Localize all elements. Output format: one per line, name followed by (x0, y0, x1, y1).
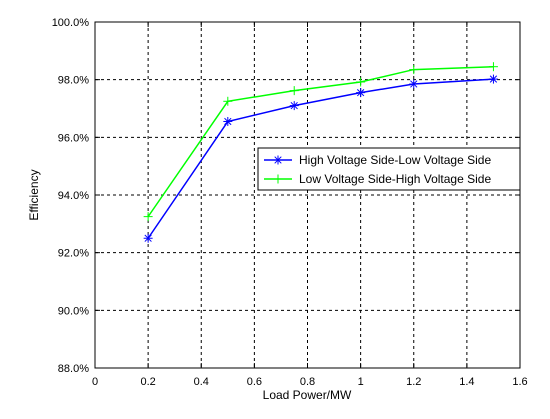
y-tick-label: 94.0% (58, 190, 89, 202)
data-point-series-2 (356, 77, 366, 87)
x-tick-label: 0 (92, 376, 98, 388)
x-tick-label: 0.6 (247, 376, 262, 388)
x-tick-label: 1.4 (459, 376, 474, 388)
y-tick-label: 88.0% (58, 363, 89, 375)
y-axis-ticks: 88.0% 90.0% 92.0% 94.0% 96.0% 98.0% 100.0% (52, 17, 520, 375)
legend-marker-2 (273, 174, 283, 184)
x-axis-ticks: 0 0.2 0.4 0.6 0.8 1 1.2 1.4 1.6 (92, 22, 528, 388)
x-axis-title: Load Power/MW (263, 388, 352, 402)
y-tick-label: 92.0% (58, 248, 89, 260)
x-tick-label: 1.6 (512, 376, 527, 388)
legend-label-1: High Voltage Side-Low Voltage Side (299, 153, 491, 167)
data-point-series-2 (223, 96, 233, 106)
data-point-series-1 (289, 101, 299, 111)
data-point-series-2 (143, 212, 153, 222)
x-tick-label: 1.2 (406, 376, 421, 388)
data-point-series-2 (289, 86, 299, 96)
legend-box (257, 147, 521, 191)
data-point-series-1 (143, 233, 153, 243)
data-series (143, 62, 498, 243)
y-tick-label: 90.0% (58, 305, 89, 317)
legend-label-2: Low Voltage Side-High Voltage Side (299, 172, 491, 186)
data-point-series-2 (409, 65, 419, 75)
legend-marker-1 (273, 155, 283, 165)
legend: High Voltage Side-Low Voltage Side Low Vo… (257, 147, 521, 191)
x-tick-label: 0.4 (194, 376, 209, 388)
data-point-series-1 (488, 74, 498, 84)
x-tick-label: 0.2 (140, 376, 155, 388)
data-point-series-1 (356, 88, 366, 98)
x-tick-label: 0.8 (300, 376, 315, 388)
data-point-series-1 (409, 79, 419, 89)
data-point-series-1 (223, 116, 233, 126)
legend-entry-2: Low Voltage Side-High Voltage Side (264, 172, 491, 186)
legend-entry-1: High Voltage Side-Low Voltage Side (264, 153, 491, 167)
x-tick-label: 1 (358, 376, 364, 388)
y-tick-label: 100.0% (52, 17, 90, 29)
series-line-2 (147, 65, 494, 218)
y-tick-label: 98.0% (58, 75, 89, 87)
data-point-series-2 (488, 62, 498, 72)
series-line-1 (147, 78, 494, 239)
y-axis-title: Efficiency (27, 169, 41, 220)
y-tick-label: 96.0% (58, 132, 89, 144)
grid-lines (95, 22, 520, 368)
